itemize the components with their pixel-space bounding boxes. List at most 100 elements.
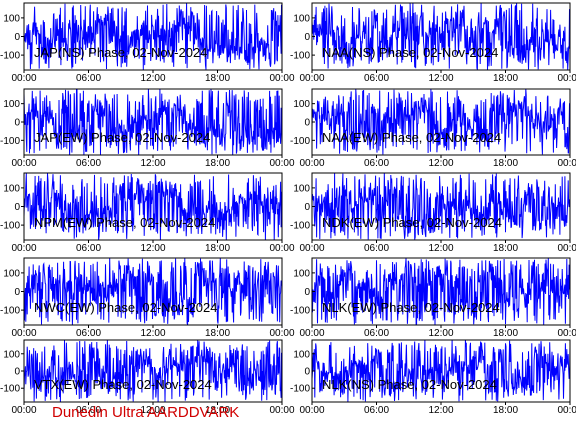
x-tick-label: 12:00 xyxy=(140,405,165,416)
panel-title: NAA(EW) Phase, 02-Nov-2024 xyxy=(322,130,501,145)
x-tick-label: 00:00 xyxy=(299,73,324,84)
phase-panel-10: 100 0 -100 00:00 06:00 12:00 18:00 00:00 NLK(NS)… xyxy=(290,339,576,416)
x-tick-label: 00:00 xyxy=(299,158,324,169)
x-tick-label: 06:00 xyxy=(76,328,101,339)
x-tick-label: 06:00 xyxy=(76,73,101,84)
y-tick-label: -100 xyxy=(290,136,310,147)
y-tick-label: 0 xyxy=(14,32,20,43)
y-tick-label: 100 xyxy=(3,268,20,279)
x-tick-label: 12:00 xyxy=(140,328,165,339)
x-tick-label: 06:00 xyxy=(76,243,101,254)
phase-panel-2: 100 0 -100 00:00 06:00 12:00 18:00 00:00 NAA(NS)… xyxy=(290,2,576,84)
y-tick-label: 0 xyxy=(304,202,310,213)
phase-panel-6: 100 0 -100 00:00 06:00 12:00 18:00 00:00 NDK(EW)… xyxy=(290,172,576,254)
y-tick-label: 100 xyxy=(3,13,20,24)
x-tick-label: 12:00 xyxy=(140,243,165,254)
y-tick-label: 0 xyxy=(14,202,20,213)
y-tick-label: 0 xyxy=(304,367,310,378)
phase-panel-8: 100 0 -100 00:00 06:00 12:00 18:00 00:00 NLK(EW)… xyxy=(290,257,576,339)
y-tick-label: -100 xyxy=(0,136,20,147)
phase-trace xyxy=(312,258,570,325)
x-tick-label: 00:00 xyxy=(299,405,324,416)
x-tick-label: 18:00 xyxy=(205,328,230,339)
y-tick-label: 100 xyxy=(293,268,310,279)
y-tick-label: -100 xyxy=(290,384,310,395)
x-tick-label: 18:00 xyxy=(493,158,518,169)
phase-trace xyxy=(312,173,570,240)
x-tick-label: 18:00 xyxy=(205,243,230,254)
y-tick-label: 0 xyxy=(304,118,310,129)
y-tick-label: 100 xyxy=(293,99,310,110)
phase-trace xyxy=(24,258,282,325)
x-tick-label: 00:00 xyxy=(557,243,576,254)
y-tick-label: -100 xyxy=(0,384,20,395)
panel-title: JAP(EW) Phase, 02-Nov-2024 xyxy=(34,130,210,145)
y-tick-label: -100 xyxy=(0,221,20,232)
panel-title: NAA(NS) Phase, 02-Nov-2024 xyxy=(322,45,498,60)
phase-panel-1: 100 0 -100 00:00 06:00 12:00 18:00 00:00 JAP(NS)… xyxy=(0,2,295,84)
y-tick-label: 0 xyxy=(14,287,20,298)
phase-panel-3: 100 0 -100 00:00 06:00 12:00 18:00 00:00 JAP(EW)… xyxy=(0,88,295,169)
x-tick-label: 06:00 xyxy=(364,405,389,416)
x-tick-label: 00:00 xyxy=(557,405,576,416)
panel-title: NPM(EW) Phase, 02-Nov-2024 xyxy=(34,215,215,230)
x-tick-label: 12:00 xyxy=(428,158,453,169)
x-tick-label: 18:00 xyxy=(205,73,230,84)
x-tick-label: 00:00 xyxy=(557,73,576,84)
phase-trace xyxy=(24,3,282,70)
x-tick-label: 18:00 xyxy=(205,158,230,169)
phase-panel-4: 100 0 -100 00:00 06:00 12:00 18:00 00:00 NAA(EW)… xyxy=(290,88,576,169)
phase-trace xyxy=(312,340,570,402)
x-tick-label: 06:00 xyxy=(364,158,389,169)
panel-title: NLK(NS) Phase, 02-Nov-2024 xyxy=(322,377,497,392)
x-tick-label: 12:00 xyxy=(428,73,453,84)
phase-panel-5: 100 0 -100 00:00 06:00 12:00 18:00 00:00 NPM(EW)… xyxy=(0,172,295,254)
x-tick-label: 00:00 xyxy=(557,158,576,169)
panel-title: NLK(EW) Phase, 02-Nov-2024 xyxy=(322,300,500,315)
x-tick-label: 00:00 xyxy=(11,328,36,339)
x-tick-label: 00:00 xyxy=(269,243,294,254)
x-tick-label: 00:00 xyxy=(11,73,36,84)
x-tick-label: 00:00 xyxy=(11,405,36,416)
phase-trace xyxy=(312,3,570,70)
x-tick-label: 06:00 xyxy=(364,243,389,254)
x-tick-label: 06:00 xyxy=(364,73,389,84)
y-tick-label: 100 xyxy=(3,183,20,194)
x-tick-label: 00:00 xyxy=(11,243,36,254)
y-tick-label: -100 xyxy=(0,306,20,317)
x-tick-label: 12:00 xyxy=(428,405,453,416)
x-tick-label: 06:00 xyxy=(76,158,101,169)
phase-trace xyxy=(24,340,282,402)
x-tick-label: 12:00 xyxy=(140,158,165,169)
panel-title: JAP(NS) Phase, 02-Nov-2024 xyxy=(34,45,207,60)
phase-panel-7: 100 0 -100 00:00 06:00 12:00 18:00 00:00 NWC(EW)… xyxy=(0,257,295,339)
x-tick-label: 00:00 xyxy=(557,328,576,339)
panel-title: VTX(EW) Phase, 02-Nov-2024 xyxy=(34,377,212,392)
y-tick-label: 100 xyxy=(293,349,310,360)
y-tick-label: -100 xyxy=(0,51,20,62)
x-tick-label: 06:00 xyxy=(76,405,101,416)
y-tick-label: 0 xyxy=(14,118,20,129)
y-tick-label: 100 xyxy=(3,99,20,110)
x-tick-label: 00:00 xyxy=(269,73,294,84)
x-tick-label: 00:00 xyxy=(11,158,36,169)
footer-label: Dunedin Ultra AARDDVARK xyxy=(52,404,240,421)
x-tick-label: 18:00 xyxy=(493,73,518,84)
y-tick-label: 100 xyxy=(293,13,310,24)
x-tick-label: 12:00 xyxy=(140,73,165,84)
y-tick-label: -100 xyxy=(290,306,310,317)
panel-title: NDK(EW) Phase, 02-Nov-2024 xyxy=(322,215,502,230)
y-tick-label: 0 xyxy=(304,287,310,298)
phase-trace xyxy=(24,173,282,240)
y-tick-label: -100 xyxy=(290,51,310,62)
x-tick-label: 00:00 xyxy=(269,158,294,169)
x-tick-label: 18:00 xyxy=(493,328,518,339)
phase-panel-9: 100 0 -100 00:00 06:00 12:00 18:00 00:00 VTX(EW)… xyxy=(0,339,295,416)
x-tick-label: 12:00 xyxy=(428,328,453,339)
x-tick-label: 18:00 xyxy=(205,405,230,416)
x-tick-label: 18:00 xyxy=(493,405,518,416)
x-tick-label: 18:00 xyxy=(493,243,518,254)
y-tick-label: 0 xyxy=(304,32,310,43)
